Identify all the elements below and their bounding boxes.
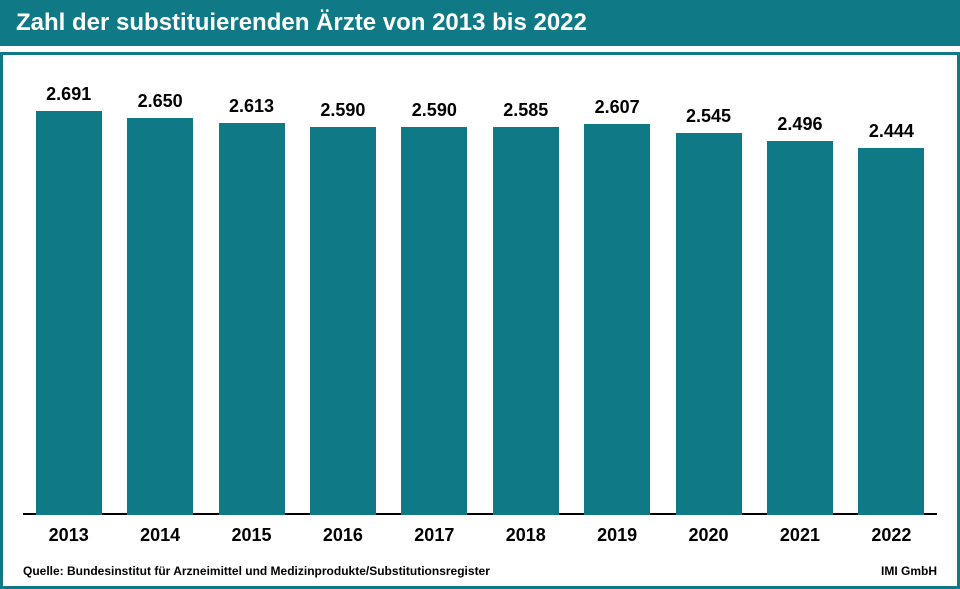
bar-value-label: 2.590 <box>320 100 365 121</box>
bar-column: 2.650 <box>114 75 205 515</box>
bar-value-label: 2.691 <box>46 84 91 105</box>
x-axis-label: 2017 <box>389 519 480 546</box>
bar-column: 2.444 <box>846 75 937 515</box>
chart-container: Zahl der substituierenden Ärzte von 2013… <box>0 0 960 589</box>
source-text: Quelle: Bundesinstitut für Arzneimittel … <box>23 564 490 578</box>
bar <box>858 148 924 515</box>
chart-title: Zahl der substituierenden Ärzte von 2013… <box>16 9 587 37</box>
bar-value-label: 2.590 <box>412 100 457 121</box>
bar-value-label: 2.613 <box>229 96 274 117</box>
x-axis-labels: 2013201420152016201720182019202020212022 <box>23 519 937 546</box>
x-axis-label: 2013 <box>23 519 114 546</box>
credit-text: IMI GmbH <box>881 564 937 578</box>
bar-column: 2.613 <box>206 75 297 515</box>
x-axis-label: 2019 <box>571 519 662 546</box>
bar <box>584 124 650 515</box>
x-axis-label: 2020 <box>663 519 754 546</box>
bar <box>219 123 285 515</box>
bar-value-label: 2.496 <box>777 114 822 135</box>
bar-column: 2.590 <box>389 75 480 515</box>
bar-value-label: 2.607 <box>595 97 640 118</box>
chart-panel: 2.691 2.650 2.613 2.590 2.590 2.585 2.607 2.545… <box>0 52 960 589</box>
bar-column: 2.585 <box>480 75 571 515</box>
bar-value-label: 2.585 <box>503 100 548 121</box>
title-bar: Zahl der substituierenden Ärzte von 2013… <box>0 0 960 46</box>
bar <box>676 133 742 515</box>
bar-column: 2.496 <box>754 75 845 515</box>
bar <box>36 111 102 515</box>
bar-column: 2.590 <box>297 75 388 515</box>
bar <box>493 127 559 515</box>
plot-area: 2.691 2.650 2.613 2.590 2.590 2.585 2.607 2.545… <box>23 75 937 515</box>
bar-column: 2.607 <box>571 75 662 515</box>
bar <box>127 118 193 516</box>
bar-value-label: 2.650 <box>138 91 183 112</box>
bar-column: 2.545 <box>663 75 754 515</box>
x-axis-label: 2015 <box>206 519 297 546</box>
bar-value-label: 2.545 <box>686 106 731 127</box>
x-axis-label: 2018 <box>480 519 571 546</box>
x-axis-label: 2021 <box>754 519 845 546</box>
x-axis-label: 2014 <box>114 519 205 546</box>
bar-value-label: 2.444 <box>869 121 914 142</box>
x-axis-label: 2022 <box>846 519 937 546</box>
bar-column: 2.691 <box>23 75 114 515</box>
bar <box>310 127 376 516</box>
x-axis-label: 2016 <box>297 519 388 546</box>
bar <box>767 141 833 515</box>
bar <box>401 127 467 516</box>
chart-footer: Quelle: Bundesinstitut für Arzneimittel … <box>23 564 937 578</box>
